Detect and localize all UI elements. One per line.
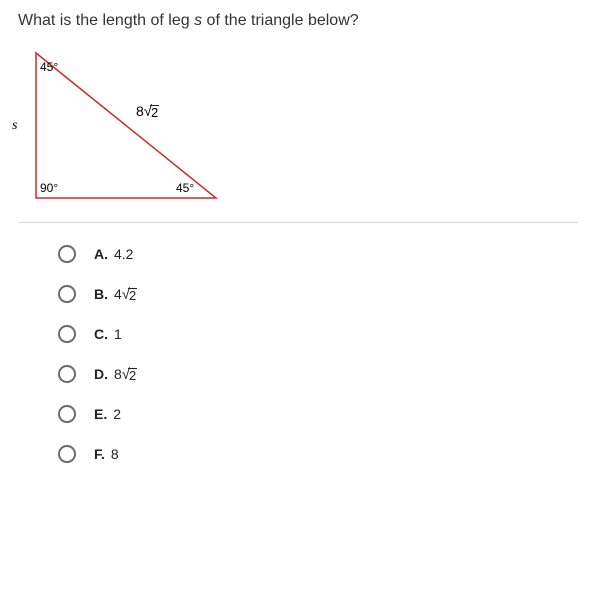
question-text: What is the length of leg s of the trian…	[18, 12, 572, 30]
option-value: 1	[114, 326, 122, 342]
option-letter: A.	[94, 246, 108, 262]
sqrt-icon: √2	[144, 104, 159, 119]
option-row[interactable]: B. 4√2	[58, 285, 572, 303]
option-value: 8√2	[114, 366, 137, 382]
question-suffix: of the triangle below?	[202, 12, 359, 29]
hyp-coeff: 8	[136, 103, 144, 119]
option-row[interactable]: A. 4.2	[58, 245, 572, 263]
option-row[interactable]: C. 1	[58, 325, 572, 343]
sqrt-icon: √2	[122, 287, 137, 302]
hyp-radicand: 2	[150, 105, 159, 119]
radio-button[interactable]	[58, 365, 76, 383]
angle-lower: 45°	[176, 181, 194, 195]
sqrt-icon: √2	[122, 367, 137, 382]
angle-right: 90°	[40, 181, 58, 195]
angle-top: 45°	[40, 60, 58, 74]
radio-button[interactable]	[58, 325, 76, 343]
option-radicand: 2	[128, 368, 137, 382]
radio-button[interactable]	[58, 245, 76, 263]
option-letter: E.	[94, 406, 107, 422]
option-value: 2	[113, 406, 121, 422]
question-prefix: What is the length of leg	[18, 12, 194, 29]
hypotenuse-label: 8√2	[136, 103, 159, 119]
radio-button[interactable]	[58, 405, 76, 423]
option-radicand: 2	[128, 288, 137, 302]
option-row[interactable]: E. 2	[58, 405, 572, 423]
option-value: 4√2	[114, 286, 137, 302]
option-value: 4.2	[114, 246, 133, 262]
triangle-figure: 45° 90° 45° s 8√2	[26, 48, 236, 208]
option-row[interactable]: D. 8√2	[58, 365, 572, 383]
option-letter: C.	[94, 326, 108, 342]
option-coeff: 8	[114, 366, 122, 382]
option-letter: F.	[94, 446, 105, 462]
options-list: A.4.2B.4√2C.1D.8√2E.2F.8	[58, 245, 572, 463]
divider	[18, 222, 578, 223]
radio-button[interactable]	[58, 445, 76, 463]
option-row[interactable]: F. 8	[58, 445, 572, 463]
radio-button[interactable]	[58, 285, 76, 303]
triangle-shape	[36, 53, 216, 198]
side-s-label: s	[12, 118, 17, 134]
question-variable: s	[194, 12, 202, 29]
option-letter: D.	[94, 366, 108, 382]
option-letter: B.	[94, 286, 108, 302]
option-value: 8	[111, 446, 119, 462]
option-coeff: 4	[114, 286, 122, 302]
